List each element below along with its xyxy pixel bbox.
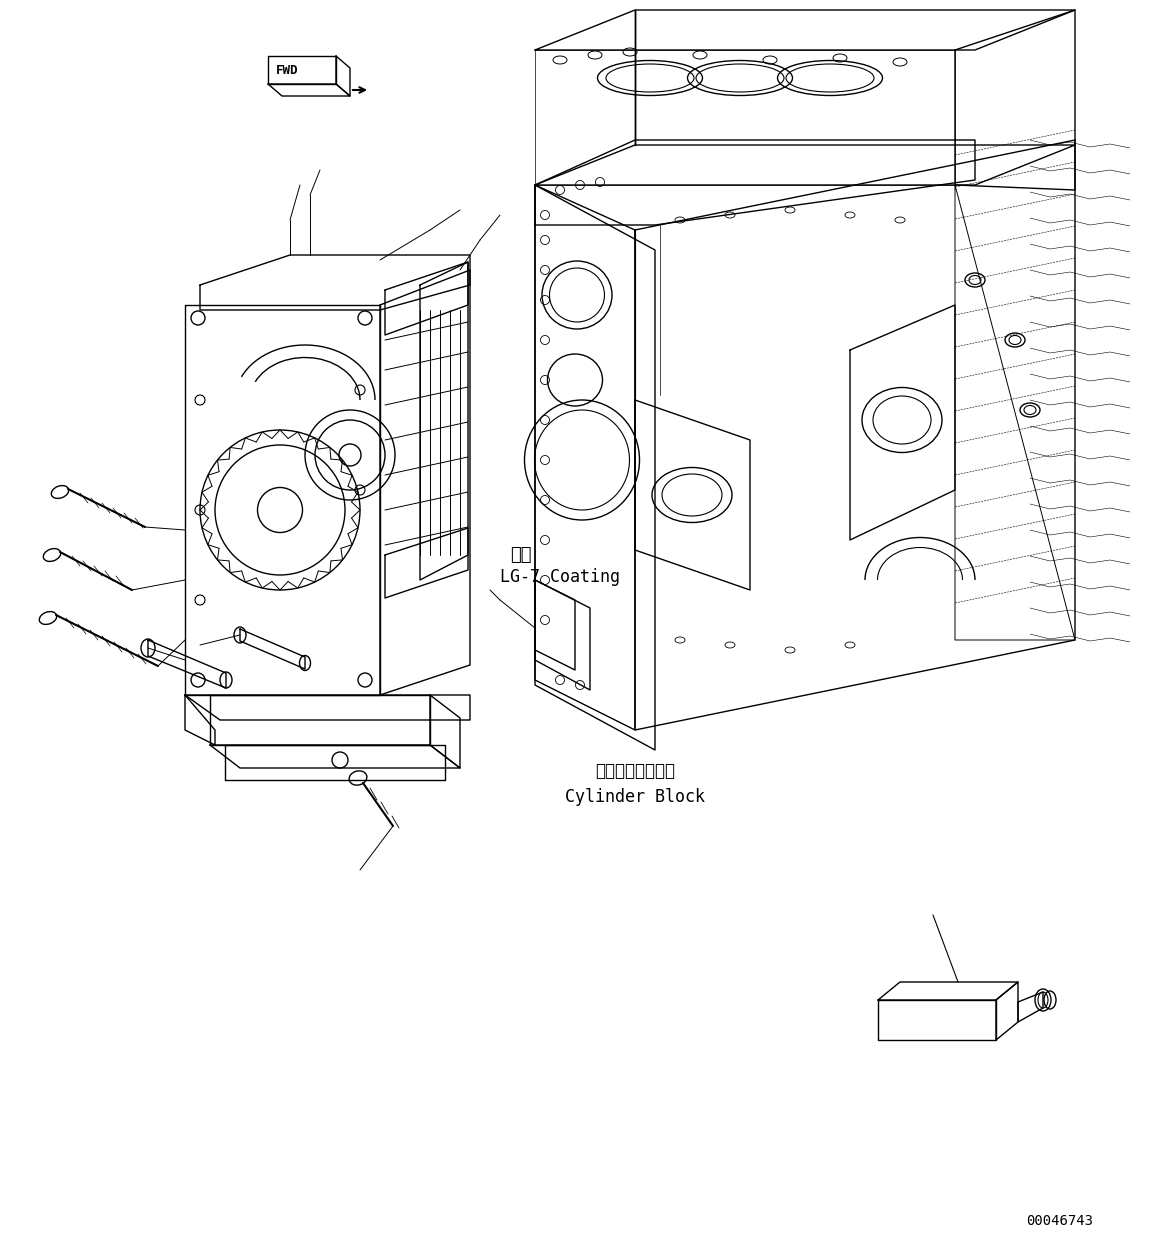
Text: Cylinder Block: Cylinder Block: [565, 787, 705, 806]
Text: 塗布: 塗布: [511, 547, 531, 564]
Text: 00046743: 00046743: [1027, 1214, 1093, 1228]
Text: LG-7 Coating: LG-7 Coating: [500, 568, 620, 587]
Text: シリンダブロック: シリンダブロック: [595, 763, 675, 780]
Text: FWD: FWD: [276, 65, 299, 77]
